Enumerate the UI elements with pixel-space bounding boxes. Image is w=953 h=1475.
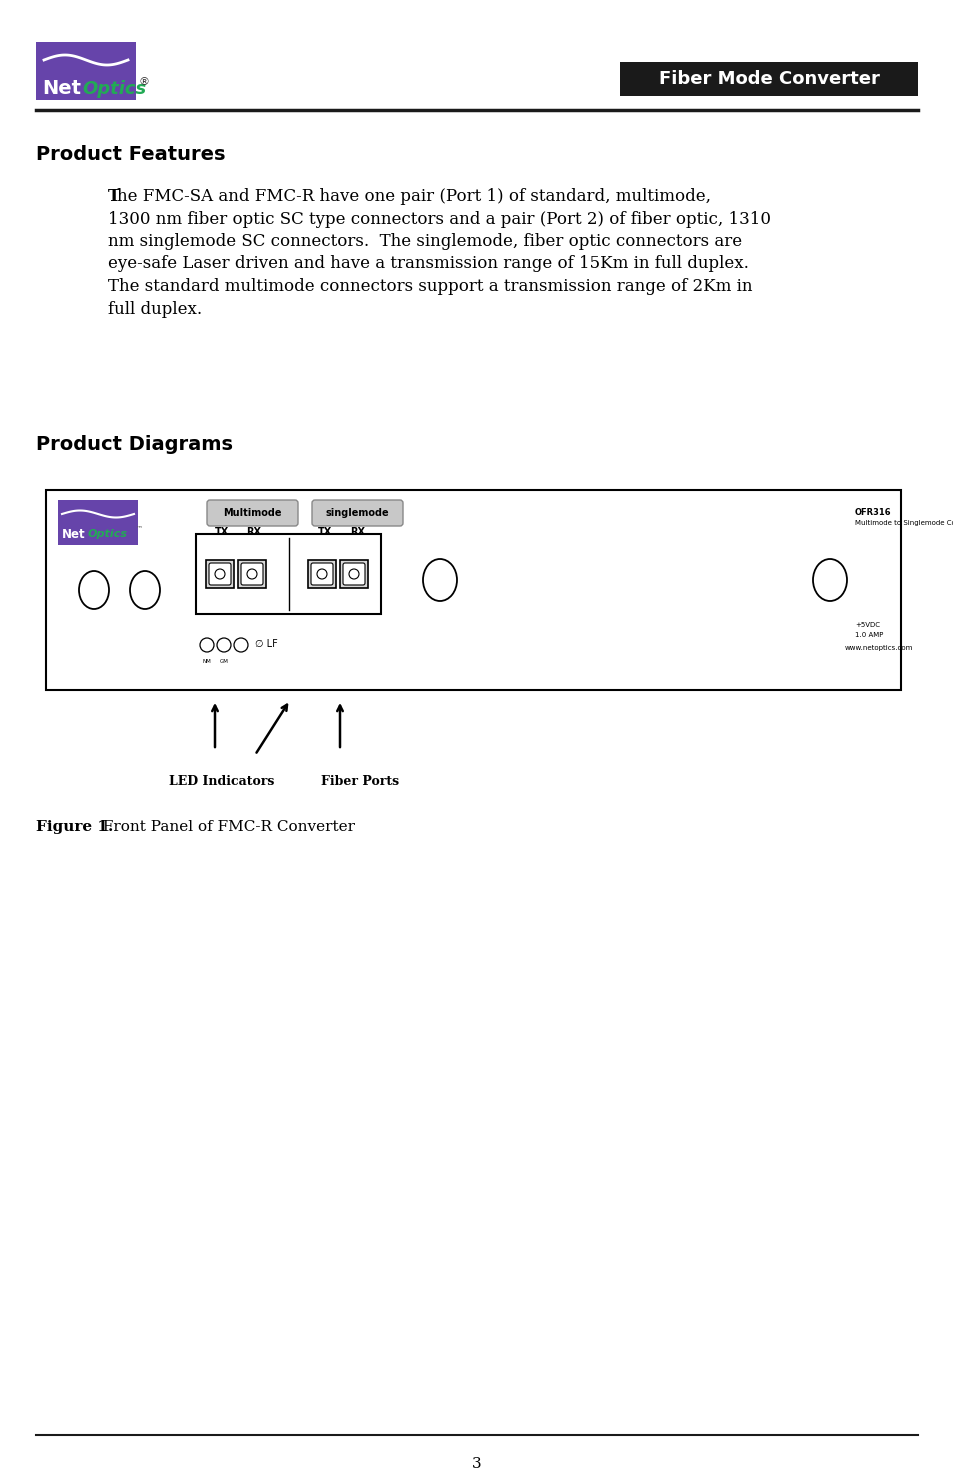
Text: Optics: Optics — [82, 80, 146, 97]
Bar — [195, 534, 380, 614]
Text: +5VDC: +5VDC — [854, 622, 879, 628]
Text: 3: 3 — [472, 1457, 481, 1471]
Text: The standard multimode connectors support a transmission range of 2Km in: The standard multimode connectors suppor… — [108, 277, 752, 295]
Text: GM: GM — [219, 659, 228, 664]
Circle shape — [349, 569, 358, 580]
Text: RX: RX — [350, 527, 365, 537]
Text: Net: Net — [42, 80, 81, 99]
Bar — [237, 560, 266, 589]
Text: eye-safe Laser driven and have a transmission range of 15Km in full duplex.: eye-safe Laser driven and have a transmi… — [108, 255, 748, 273]
Bar — [308, 560, 335, 589]
Text: Optics: Optics — [88, 530, 128, 538]
Text: TX: TX — [214, 527, 229, 537]
Text: ∅ LF: ∅ LF — [254, 639, 277, 649]
Bar — [339, 560, 368, 589]
Text: Multimode to Singlemode Converter: Multimode to Singlemode Converter — [854, 521, 953, 527]
Text: Front Panel of FMC-R Converter: Front Panel of FMC-R Converter — [98, 820, 355, 833]
Circle shape — [216, 639, 231, 652]
Bar — [206, 560, 233, 589]
Ellipse shape — [130, 571, 160, 609]
Ellipse shape — [79, 571, 109, 609]
Text: Product Features: Product Features — [36, 145, 225, 164]
Text: Multimode: Multimode — [223, 507, 281, 518]
Text: he FMC-SA and FMC-R have one pair (Port 1) of standard, multimode,: he FMC-SA and FMC-R have one pair (Port … — [117, 187, 710, 205]
Text: 1300 nm fiber optic SC type connectors and a pair (Port 2) of fiber optic, 1310: 1300 nm fiber optic SC type connectors a… — [108, 211, 770, 227]
Bar — [36, 41, 136, 100]
Bar — [58, 500, 138, 544]
Text: NM: NM — [202, 659, 212, 664]
Text: nm singlemode SC connectors.  The singlemode, fiber optic connectors are: nm singlemode SC connectors. The singlem… — [108, 233, 741, 249]
FancyBboxPatch shape — [311, 563, 333, 586]
FancyBboxPatch shape — [343, 563, 365, 586]
Text: ™: ™ — [136, 525, 143, 531]
Circle shape — [233, 639, 248, 652]
Ellipse shape — [422, 559, 456, 600]
Text: T: T — [108, 187, 120, 205]
Text: singlemode: singlemode — [325, 507, 389, 518]
Bar — [619, 62, 917, 96]
Text: TX: TX — [317, 527, 332, 537]
Circle shape — [247, 569, 256, 580]
FancyBboxPatch shape — [241, 563, 263, 586]
Text: www.netoptics.com: www.netoptics.com — [844, 645, 912, 650]
Text: Product Diagrams: Product Diagrams — [36, 435, 233, 454]
Circle shape — [200, 639, 213, 652]
FancyBboxPatch shape — [209, 563, 231, 586]
Text: Fiber Mode Converter: Fiber Mode Converter — [658, 69, 879, 88]
Text: Net: Net — [62, 528, 86, 540]
Text: Fiber Ports: Fiber Ports — [320, 774, 398, 788]
Text: full duplex.: full duplex. — [108, 301, 202, 317]
FancyBboxPatch shape — [312, 500, 402, 527]
Text: RX: RX — [246, 527, 261, 537]
Text: 1.0 AMP: 1.0 AMP — [854, 631, 882, 639]
Circle shape — [316, 569, 327, 580]
Text: Figure 1.: Figure 1. — [36, 820, 113, 833]
FancyBboxPatch shape — [207, 500, 297, 527]
Text: LED Indicators: LED Indicators — [169, 774, 274, 788]
Circle shape — [214, 569, 225, 580]
Ellipse shape — [812, 559, 846, 600]
Text: ®: ® — [139, 77, 150, 87]
Text: OFR316: OFR316 — [854, 507, 891, 518]
Bar — [46, 490, 900, 690]
